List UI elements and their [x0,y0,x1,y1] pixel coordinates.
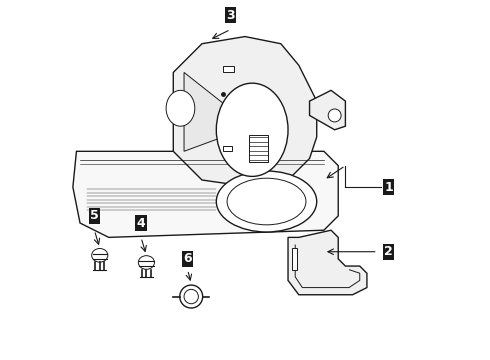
Text: 2: 2 [384,245,393,258]
Text: 4: 4 [137,216,146,230]
Ellipse shape [184,289,198,304]
Polygon shape [288,230,367,295]
Text: 3: 3 [226,9,235,22]
Ellipse shape [180,285,203,308]
Bar [292,248,297,270]
Ellipse shape [216,83,288,176]
Ellipse shape [166,90,195,126]
Ellipse shape [138,256,154,269]
Text: 5: 5 [90,210,99,222]
Polygon shape [73,151,338,237]
Ellipse shape [92,248,108,262]
Text: 6: 6 [183,252,192,265]
Ellipse shape [328,109,341,122]
Bar [223,66,234,72]
Ellipse shape [227,178,306,225]
Text: 1: 1 [384,181,393,194]
Polygon shape [310,90,345,130]
Bar [223,145,232,151]
Ellipse shape [216,171,317,232]
Polygon shape [173,37,317,187]
Polygon shape [184,72,252,151]
Bar [248,135,269,162]
